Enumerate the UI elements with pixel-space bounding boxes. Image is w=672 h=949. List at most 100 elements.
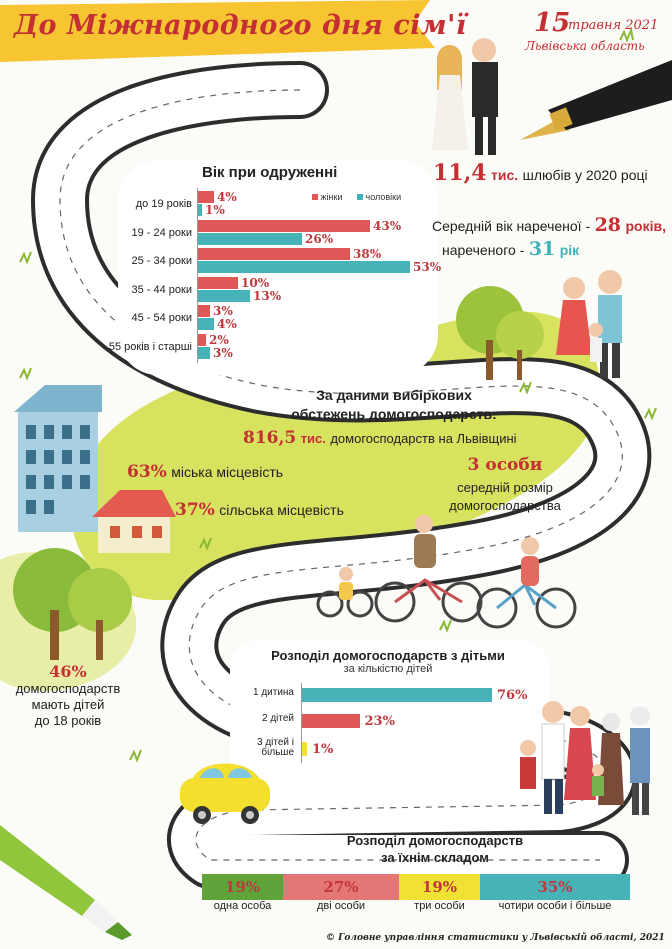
wedding-couple [432,38,498,155]
households-total-unit: тис. [300,431,326,446]
age-category-label: 55 років і старші [108,340,192,353]
children-chart-axis [301,683,302,763]
composition-segment: 19% [202,874,283,900]
composition-bar: 19% 27% 19% 35% [202,874,630,900]
children-chart-title: Розподіл домогосподарств з дітьми [271,648,505,663]
age-value-men: 4% [217,317,237,331]
age-value-women: 4% [217,190,237,204]
composition-title-line-1: Розподіл домогосподарств [346,833,524,848]
age-value-women: 2% [209,332,229,347]
children-side-line-3: до 18 років [34,713,102,728]
composition-pct: 35% [537,878,573,896]
composition-segment: 19% [399,874,480,900]
age-bar-men [198,289,250,302]
rural-text: сільська місцевість [219,502,344,518]
avg-age-bride-label: Середній вік нареченої - [432,218,591,234]
legend-men-swatch [357,194,363,200]
age-bar-men [198,346,210,359]
avg-size-value: 3 особи [467,455,543,475]
marriages-text: шлюбів у 2020 році [522,167,648,183]
age-value-women: 3% [213,304,233,318]
composition-label: чотири особи і більше [498,900,612,912]
age-chart-axis [197,188,198,363]
road-dashes [59,89,623,861]
households-total-value: 816,5 [243,428,297,448]
age-category-label: 19 - 24 роки [131,226,193,239]
date-day: 15 [534,8,571,38]
children-category-label: 2 дітей [261,713,294,724]
age-chart-title: Вік при одруженні [202,164,338,181]
children-value: 76% [497,688,528,703]
age-bar-women [198,219,370,232]
age-bar-women [198,276,238,289]
age-bar-women [198,333,206,346]
urban-stat: 63% міська місцевість [127,462,283,482]
children-category-label: 3 дітей і більше [256,737,294,758]
children-card [230,640,550,800]
children-chart-subtitle: за кількістю дітей [343,663,433,675]
children-side-line-2: мають дітей [31,697,105,712]
children-bar [302,714,360,728]
avg-size-text-2: домогосподарства [449,498,561,513]
legend-women-swatch [312,194,318,200]
groom-age-unit: рік [559,242,580,258]
age-category-label: до 19 років [135,198,192,210]
age-bar-women [198,305,210,317]
composition-label: дві особи [316,900,366,912]
tree-right-2 [496,311,544,359]
age-value-women: 10% [241,275,270,290]
large-family [520,701,650,815]
age-value-men: 1% [205,203,225,217]
bride-age-value: 28 [594,214,622,236]
households-heading-line-1: За даними вибіркових [316,387,472,403]
composition-segment: 27% [283,874,399,900]
tree-left-2 [68,568,132,632]
rural-pct: 37% [175,500,215,520]
age-bar-men [198,261,410,273]
age-value-men: 26% [305,231,334,246]
age-value-women: 38% [353,247,382,261]
title-brush-stroke [0,0,435,62]
composition-labels: одна особа дві особи три особи чотири особи… [202,900,630,914]
footer-copyright: © Головне управління статистики у Львівс… [326,933,665,943]
households-heading: За даними вибіркових обстежень домогоспо… [244,386,544,424]
marriages-unit: тис. [491,167,519,183]
avg-size-text-1: середній розмір [457,480,553,495]
marriages-stat: 11,4 тис. шлюбів у 2020 році [433,160,648,186]
age-bar-women [198,248,350,260]
age-value-men: 13% [253,288,282,303]
grass-tufts [19,26,657,763]
composition-pct: 19% [421,878,458,896]
age-value-women: 43% [373,218,402,233]
households-total: 816,5 тис. домогосподарств на Львівщині [243,428,517,448]
avg-age-groom-label: нареченого - [442,242,525,258]
avg-household-size: 3 особи середній розмір домогосподарства [440,455,570,515]
cyclists [339,515,539,600]
composition-segment: 35% [480,874,630,900]
children-side-pct: 46% [49,662,87,681]
rural-stat: 37% сільська місцевість [175,500,344,520]
avg-age-line-2: нареченого - 31 рік [442,238,579,260]
age-bar-men [198,232,302,245]
composition-pct: 19% [224,878,261,896]
legend-women-label: жінки [320,192,343,202]
households-total-text: домогосподарств на Львівщині [330,431,517,446]
age-chart-legend: жінки чоловіки [312,192,401,202]
yellow-car [180,763,270,824]
age-category-label: 35 - 44 роки [131,283,193,296]
date-month-year: травня 2021 [568,18,659,33]
composition-title-line-2: за їхнім складом [381,850,489,865]
composition-pct: 27% [323,878,359,896]
children-bar [302,742,307,756]
age-value-men: 3% [213,345,233,360]
composition-label: три особи [414,900,465,912]
groom-age-value: 31 [528,238,556,260]
legend-men-label: чоловіки [365,192,402,202]
children-side-line-1: домогосподарств [15,681,121,696]
region-label: Львівська область [525,39,645,53]
age-category-label: 25 - 34 роки [131,255,193,267]
avg-age-line-1: Середній вік нареченої - 28 років, [432,214,666,236]
family-middle [556,270,622,378]
